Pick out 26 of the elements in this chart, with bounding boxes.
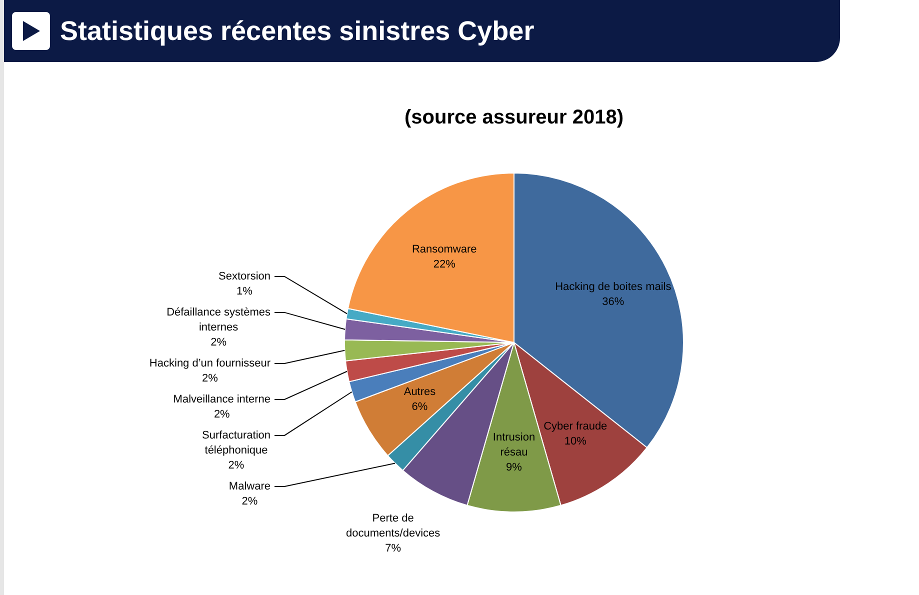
data-label: 7% (385, 542, 402, 554)
data-label: 10% (564, 436, 587, 448)
chart-title: Statistiques récentes sinistres Cyber (60, 16, 534, 46)
slice-label: Défaillance systèmes internes (166, 306, 271, 334)
chart-subtitle: (source assureur 2018) (404, 106, 624, 129)
data-label: 6% (412, 401, 428, 414)
data-label: 9% (506, 462, 522, 474)
data-label: 1% (236, 285, 253, 298)
data-label: 2% (228, 459, 244, 472)
slice-label: Intrusion résau (492, 432, 536, 459)
slice-label: Hacking de boites mails (555, 281, 672, 294)
data-label: 2% (210, 336, 227, 348)
data-label: 2% (202, 372, 218, 384)
data-label: 36% (602, 296, 624, 308)
data-label: 2% (214, 408, 230, 420)
slice-label: Ransomware (412, 244, 477, 256)
slice-label: Cyber fraude (544, 420, 608, 433)
data-label: 22% (433, 258, 456, 271)
slice-label: Malveillance interne (173, 393, 270, 406)
slice-label: Perte de documents/devices (346, 512, 441, 540)
slice-label: Autres (404, 386, 436, 398)
slice-label: Malware (228, 480, 271, 492)
slice-label: Surfacturation téléphonique (202, 429, 270, 456)
slice-label: Sextorsion (218, 270, 271, 282)
slice-label: Hacking d’un fournisseur (149, 357, 271, 370)
data-label: 2% (242, 495, 258, 508)
